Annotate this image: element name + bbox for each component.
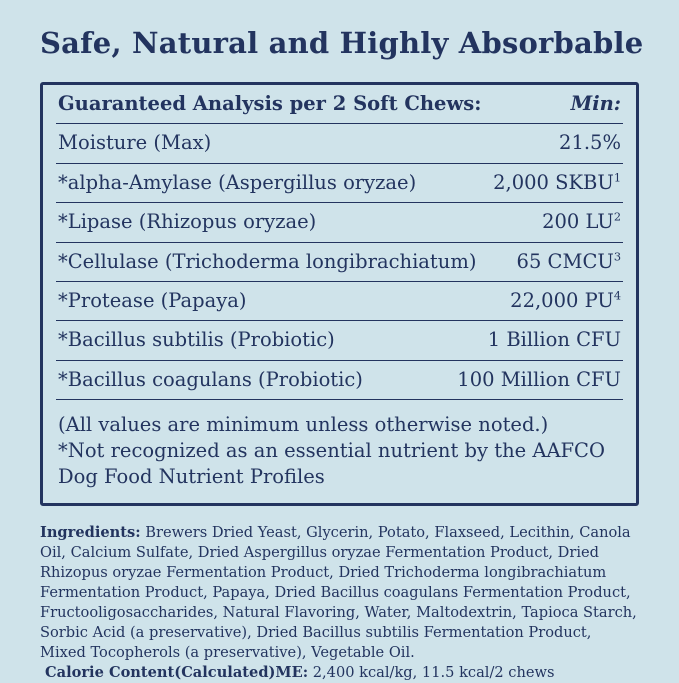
analysis-row-value: 65 CMCU3 — [517, 250, 621, 273]
table-row: *alpha-Amylase (Aspergillus oryzae) 2,00… — [56, 164, 623, 204]
ingredients-text: Brewers Dried Yeast, Glycerin, Potato, F… — [40, 524, 637, 662]
analysis-row-label: *Bacillus coagulans (Probiotic) — [58, 367, 363, 391]
analysis-row-value: 22,000 PU4 — [510, 289, 621, 312]
footnote-minimum-values: (All values are minimum unless otherwise… — [58, 413, 549, 437]
calorie-content-line: Calorie Content(Calculated)ME: 2,400 kca… — [40, 663, 639, 683]
analysis-value-text: 1 Billion CFU — [487, 328, 621, 352]
analysis-row-label: *Bacillus subtilis (Probiotic) — [58, 328, 335, 352]
analysis-value-text: 65 CMCU — [516, 249, 614, 273]
footnote-aafco: *Not recognized as an essential nutrient… — [58, 438, 605, 488]
ingredients-section: Ingredients: Brewers Dried Yeast, Glycer… — [40, 523, 639, 683]
analysis-row-label: *alpha-Amylase (Aspergillus oryzae) — [58, 170, 417, 194]
ingredients-paragraph: Ingredients: Brewers Dried Yeast, Glycer… — [40, 523, 639, 663]
analysis-value-footnote-marker: 4 — [613, 289, 621, 303]
table-row: Moisture (Max) 21.5% — [56, 124, 623, 164]
analysis-value-text: 200 LU — [542, 210, 614, 234]
table-row: *Protease (Papaya) 22,000 PU4 — [56, 282, 623, 322]
table-row: *Bacillus subtilis (Probiotic) 1 Billion… — [56, 321, 623, 361]
analysis-row-value: 200 LU2 — [542, 210, 621, 233]
analysis-footnotes: (All values are minimum unless otherwise… — [56, 400, 623, 503]
table-row: *Cellulase (Trichoderma longibrachiatum)… — [56, 243, 623, 282]
analysis-value-text: 22,000 PU — [510, 288, 614, 312]
analysis-value-footnote-marker: 1 — [613, 171, 621, 185]
analysis-row-value: 1 Billion CFU — [488, 328, 621, 351]
analysis-header-label: Guaranteed Analysis per 2 Soft Chews: — [58, 92, 482, 115]
analysis-row-value: 21.5% — [559, 131, 621, 154]
analysis-min-label: Min: — [570, 92, 621, 115]
calorie-content-label: Calorie Content(Calculated)ME: — [45, 664, 309, 682]
analysis-row-value: 2,000 SKBU1 — [493, 171, 621, 194]
table-row: *Bacillus coagulans (Probiotic) 100 Mill… — [56, 361, 623, 401]
analysis-value-text: 2,000 SKBU — [493, 170, 614, 194]
guaranteed-analysis-box: Guaranteed Analysis per 2 Soft Chews: Mi… — [40, 82, 639, 507]
analysis-row-value: 100 Million CFU — [457, 368, 621, 391]
analysis-header-row: Guaranteed Analysis per 2 Soft Chews: Mi… — [56, 85, 623, 125]
table-row: *Lipase (Rhizopus oryzae) 200 LU2 — [56, 203, 623, 243]
calorie-content-value: 2,400 kcal/kg, 11.5 kcal/2 chews — [308, 664, 555, 682]
analysis-value-text: 21.5% — [559, 131, 621, 155]
analysis-value-footnote-marker: 3 — [613, 250, 621, 264]
page-title: Safe, Natural and Highly Absorbable — [40, 26, 644, 60]
analysis-row-label: *Cellulase (Trichoderma longibrachiatum) — [58, 249, 477, 273]
analysis-row-label: *Lipase (Rhizopus oryzae) — [58, 210, 317, 234]
analysis-value-text: 100 Million CFU — [457, 367, 621, 391]
analysis-row-label: *Protease (Papaya) — [58, 288, 247, 312]
analysis-row-label: Moisture (Max) — [58, 131, 212, 155]
ingredients-label: Ingredients: — [40, 524, 141, 542]
analysis-value-footnote-marker: 2 — [613, 210, 621, 224]
